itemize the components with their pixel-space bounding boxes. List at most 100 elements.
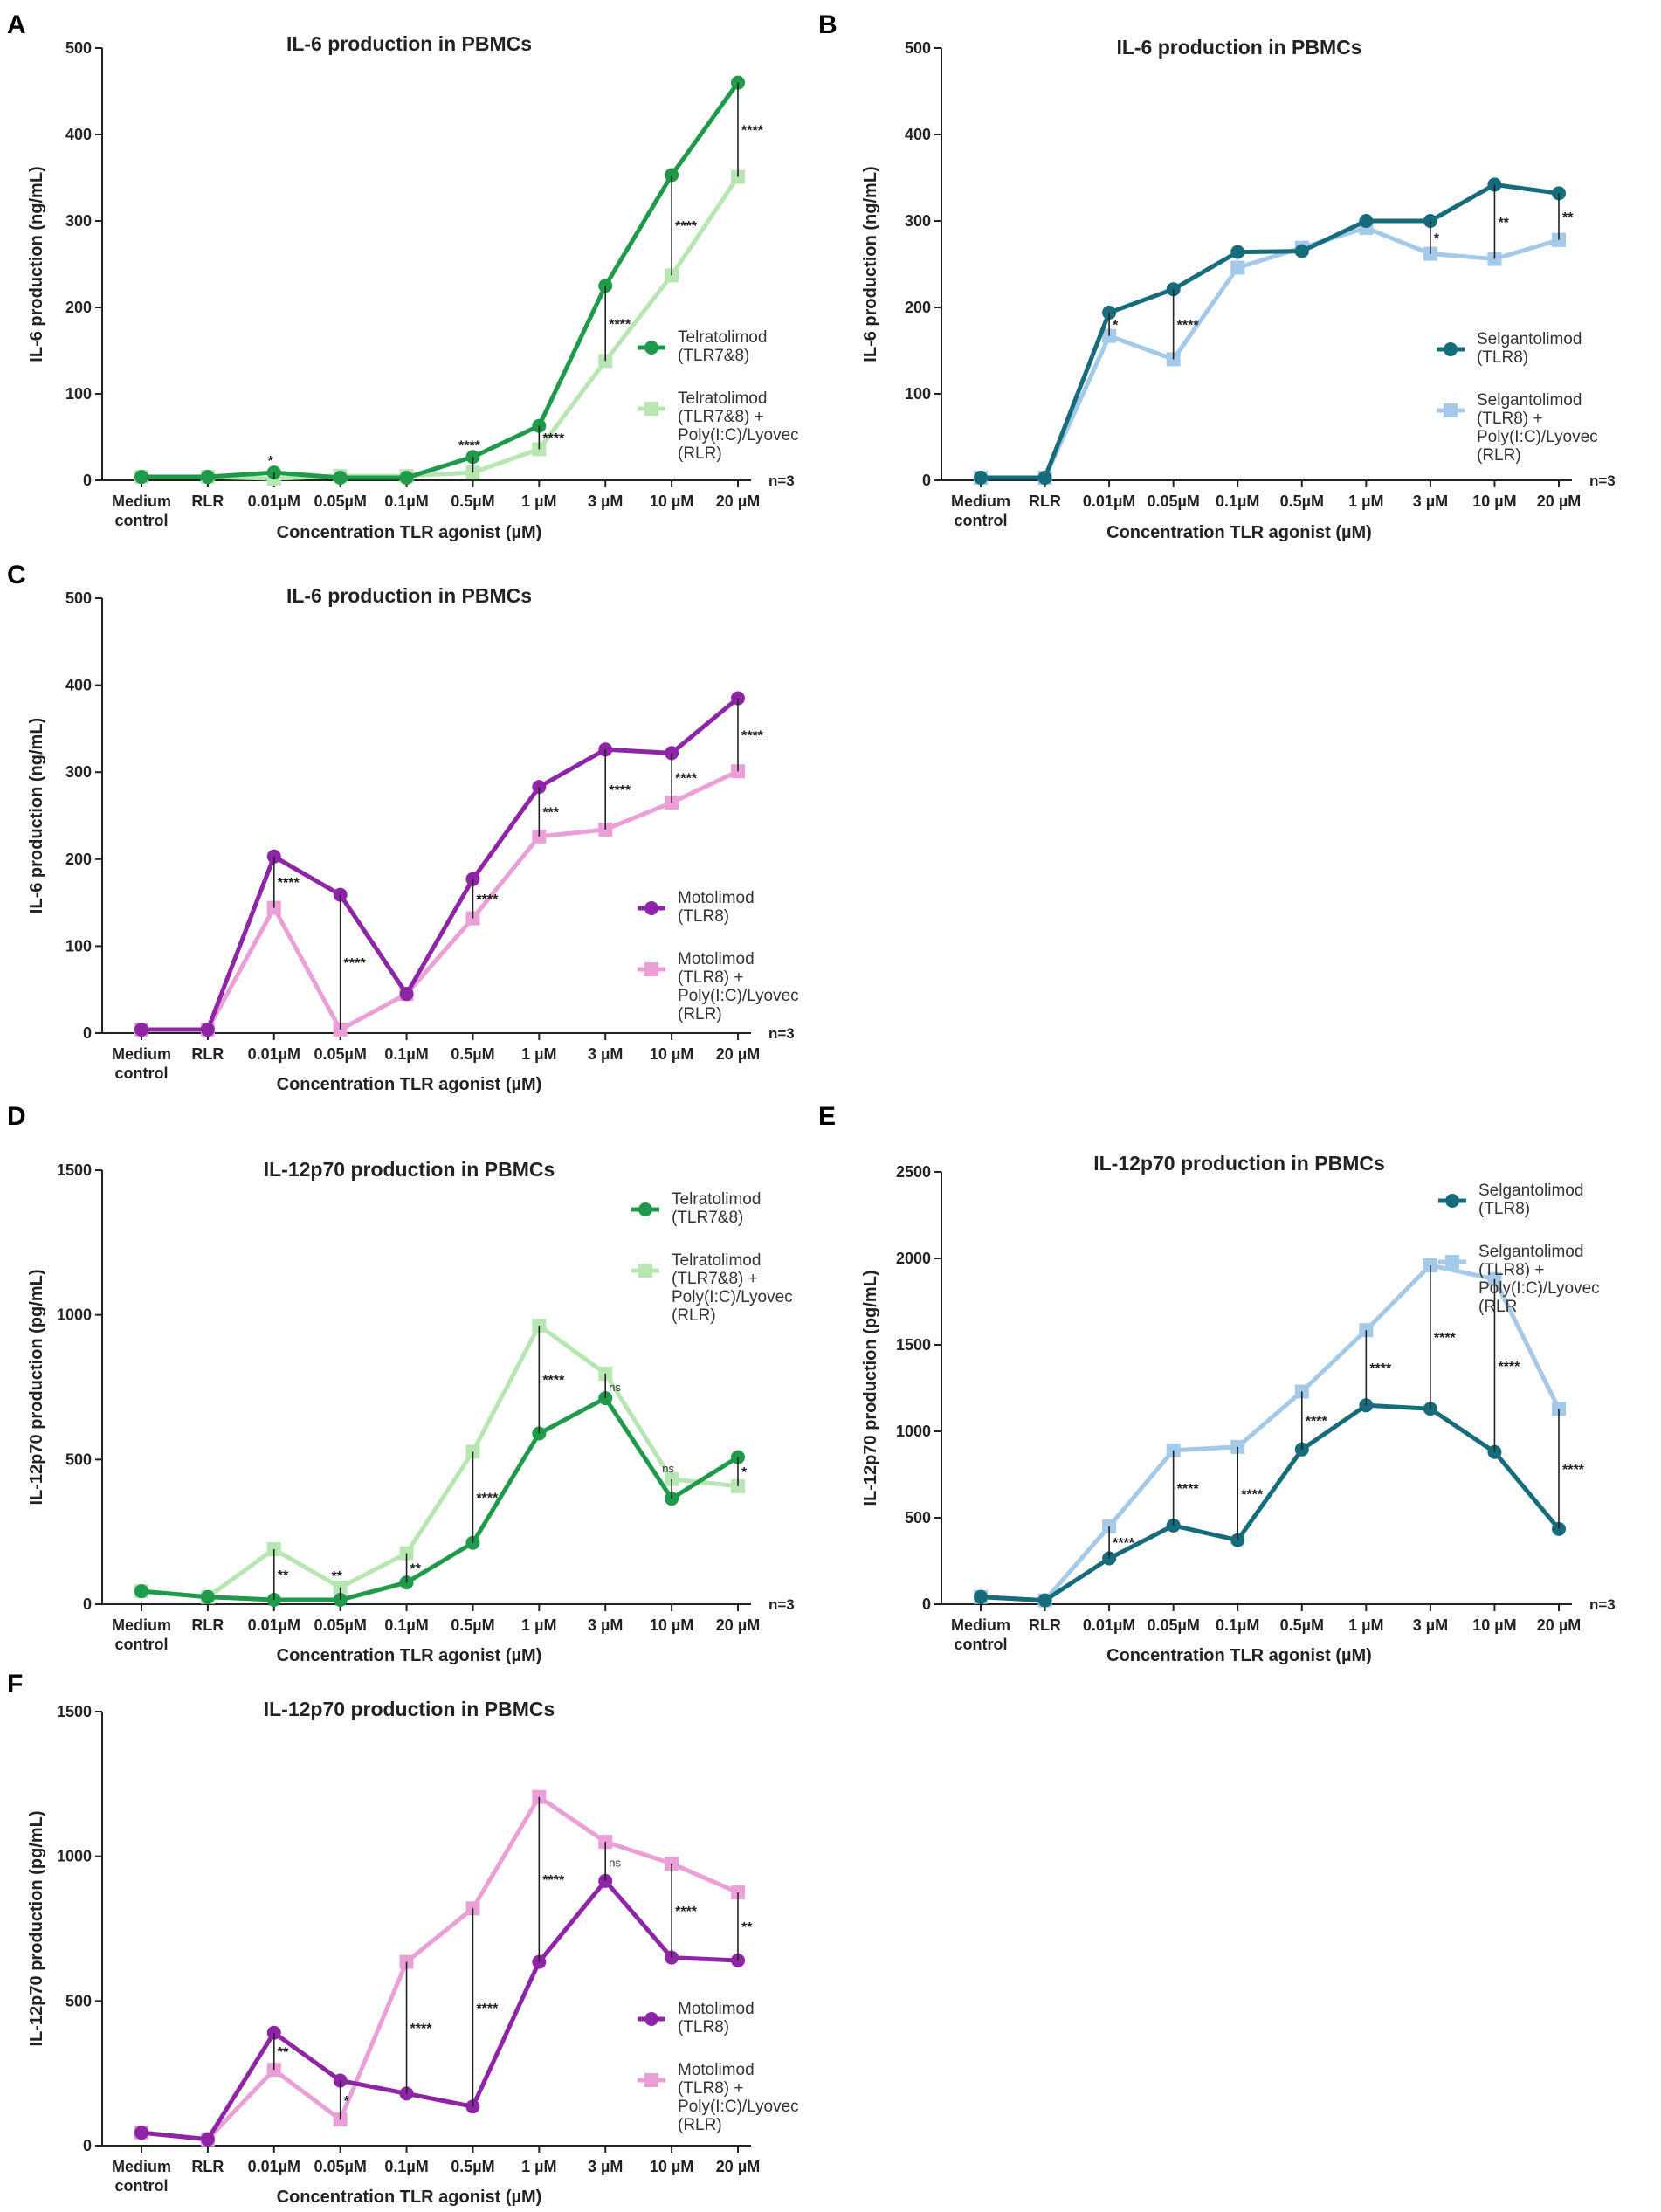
y-tick-label: 1500 [57,1161,92,1179]
x-tick-label-line: 0.1µM [384,1045,428,1063]
legend-text-line: (TLR8) + [1477,410,1543,428]
x-axis-title: Concentration TLR agonist (µM) [277,2188,542,2207]
panel-b: B IL-6 production in PBMCs 0 100 200 300 400 50… [818,10,1616,542]
legend-text-line: (RLR) [672,1306,716,1325]
x-tick-label: 3 µM [1413,493,1448,510]
legend-text-line: Poly(I:C)/Lyovec [1478,1279,1600,1298]
x-axis-title: Concentration TLR agonist (µM) [277,523,542,542]
significance-label: **** [1177,318,1200,333]
significance-label: **** [344,956,367,971]
x-tick-label: RLR [191,2158,224,2175]
legend-entry-2: Telratolimod (TLR7&8) + Poly(I:C)/Lyovec (R… [672,1251,793,1325]
x-tick-label-line: Medium [112,493,171,510]
significance-label: * [344,2094,350,2109]
significance-label: **** [609,317,631,332]
legend-entry-2: Selgantolimod (TLR8) + Poly(I:C)/Lyovec (RL… [1478,1243,1600,1316]
significance-label: ** [741,1920,753,1935]
data-point-series-1 [974,1589,988,1604]
significance-label: **** [675,772,698,787]
x-tick-label: 0.5µM [451,1045,494,1063]
significance-label: ns [609,1381,621,1394]
x-axis-title: Concentration TLR agonist (µM) [1106,523,1372,542]
panel-f: F IL-12p70 production in PBMCs 0 500 1000 150… [7,1670,799,2207]
y-tick-label: 1000 [896,1423,931,1440]
panel-e: E IL-12p70 production in PBMCs 0 500 1000 150… [818,1102,1616,1665]
legend-text-line: (RLR) [678,1005,722,1023]
x-tick-label-line: 20 µM [1537,1616,1581,1634]
significance-label: **** [1177,1482,1200,1497]
x-tick-label: 10 µM [1472,493,1516,510]
legend-text-line: Poly(I:C)/Lyovec [678,2098,799,2116]
panel-a: A IL-6 production in PBMCs 0 100 200 300 400 50… [7,10,799,542]
x-tick-label-line: 0.01µM [248,1616,300,1634]
significance-label: ** [278,2045,289,2060]
legend-marker-1 [638,1202,652,1216]
legend-text-line: (TLR8) + [678,968,744,987]
y-tick-label: 0 [922,1595,931,1613]
y-tick-label: 1000 [57,1306,92,1324]
x-tick-label-line: 1 µM [521,1616,556,1634]
y-axis-title: IL-6 production (ng/mL) [27,166,46,362]
data-point-series-1 [1037,1593,1052,1608]
panel-letter: A [7,10,26,39]
series-line-2 [981,225,1560,480]
significance-label: ns [662,1462,674,1475]
significance-label: *** [542,806,559,821]
legend-entry-1: Motolimod (TLR8) [678,889,755,926]
y-tick-label: 500 [65,589,92,607]
x-tick-label-line: 20 µM [716,493,760,510]
x-tick-label-line: Medium [112,1616,171,1634]
data-point-series-1 [200,1589,215,1604]
x-tick-label-line: 20 µM [716,1616,760,1634]
x-tick-label-line: 0.5µM [451,493,494,510]
x-tick-label-line: 10 µM [1472,493,1516,510]
x-tick-label: RLR [191,1045,224,1063]
significance-label: * [741,1465,748,1480]
legend-text-line: (TLR8) [678,2018,729,2036]
x-tick-label-line: control [115,1636,169,1653]
x-tick-label-line: 10 µM [650,493,693,510]
series-line-2 [141,768,740,1032]
series-line-1 [981,182,1560,480]
legend-entry-1: Motolimod (TLR8) [678,2000,755,2036]
y-tick-label: 2500 [896,1163,931,1181]
n-label: n=3 [768,1025,795,1042]
x-tick-label-line: 0.1µM [384,2158,428,2175]
legend-text-line: (TLR7&8) [678,347,749,365]
panel-c: C IL-6 production in PBMCs 0 100 200 300 400 50… [7,561,799,1094]
legend-entry-2: Telratolimod (TLR7&8) + Poly(I:C)/Lyovec (R… [678,389,799,463]
significance-label: ** [278,1568,289,1583]
legend-marker-1 [1445,1194,1459,1208]
x-tick-label: Medium control [951,1616,1010,1653]
x-tick-label: 0.1µM [1216,1616,1259,1634]
x-tick-label: 0.1µM [384,1616,428,1634]
data-point-series-1 [200,1023,215,1037]
x-tick-label-line: 3 µM [588,2158,623,2175]
legend-entry-1: Telratolimod (TLR7&8) [678,328,767,365]
x-tick-label: RLR [1029,1616,1061,1634]
x-axis-title: Concentration TLR agonist (µM) [1106,1646,1372,1665]
x-tick-label: 20 µM [716,1616,760,1634]
x-tick-label: 10 µM [650,1045,693,1063]
x-tick-label-line: 0.5µM [1280,1616,1324,1634]
legend-marker-2 [1444,403,1458,417]
significance-label: **** [542,1873,565,1888]
x-tick-label: RLR [191,1616,224,1634]
x-tick-label-line: 1 µM [521,493,556,510]
significance-label: **** [1434,1331,1457,1346]
significance-label: **** [741,728,764,743]
x-tick-label: 3 µM [588,1616,623,1634]
x-tick-label: 0.5µM [451,1616,494,1634]
x-tick-label: 0.05µM [314,1045,366,1063]
x-tick-label: RLR [1029,493,1061,510]
data-point-series-1 [399,987,414,1002]
panel-d: D IL-12p70 production in PBMCs 0 500 1000 150… [7,1102,795,1665]
y-tick-label: 300 [65,763,92,781]
x-tick-label-line: 1 µM [521,2158,556,2175]
legend-text-line: (TLR7&8) [672,1209,743,1227]
n-label: n=3 [768,1596,795,1613]
x-tick-label-line: 0.01µM [248,1045,300,1063]
x-tick-label-line: 1 µM [1348,1616,1383,1634]
y-tick-label: 400 [905,126,931,143]
